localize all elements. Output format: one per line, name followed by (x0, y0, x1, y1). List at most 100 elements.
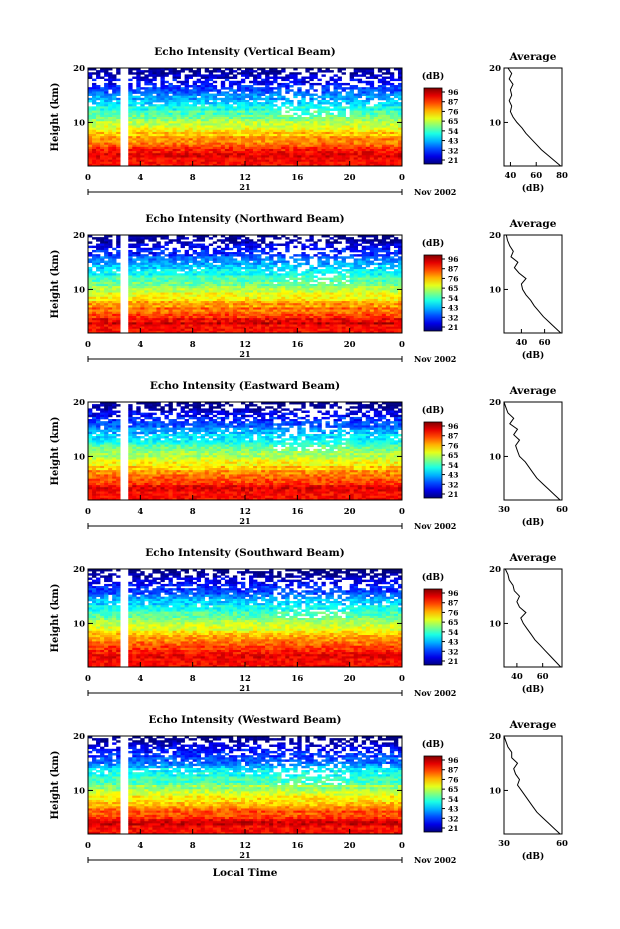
heatmap-cell (184, 273, 189, 276)
heatmap-cell (88, 296, 93, 300)
heatmap-cell (269, 142, 274, 145)
heatmap-cell (261, 258, 266, 261)
heatmap-cell (180, 258, 185, 261)
heatmap-cell (281, 292, 286, 295)
heatmap-cell (389, 144, 395, 148)
heatmap-cell (293, 235, 298, 238)
heatmap-cell (208, 262, 214, 266)
heatmap-cell (281, 243, 286, 246)
heatmap-cell (132, 161, 137, 165)
heatmap-cell (220, 275, 226, 278)
heatmap-cell (100, 288, 105, 291)
heatmap-cell (293, 134, 298, 137)
heatmap-cell (224, 279, 230, 283)
heatmap-cell (172, 123, 177, 126)
heatmap-cell (377, 110, 383, 114)
heatmap-cell (321, 91, 326, 94)
heatmap-cell (265, 256, 270, 259)
heatmap-cell (265, 235, 270, 238)
heatmap-cell (325, 163, 330, 167)
heatmap-cell (188, 136, 193, 139)
heatmap-cell (100, 129, 105, 133)
heatmap-cell (176, 163, 181, 167)
heatmap-cell (184, 288, 189, 291)
heatmap-cell (188, 241, 193, 244)
heatmap-cell (152, 119, 157, 122)
heatmap-cell (393, 281, 399, 285)
heatmap-cell (184, 151, 189, 154)
heatmap-cell (269, 292, 274, 295)
heatmap-cell (112, 74, 117, 77)
heatmap-cell (200, 249, 206, 253)
heatmap-cell (148, 131, 153, 135)
heatmap-cell (196, 99, 202, 103)
heatmap-cell (228, 148, 234, 152)
heatmap-cell (377, 155, 383, 158)
heatmap-cell (192, 138, 197, 141)
heatmap-cell (168, 252, 173, 255)
heatmap-cell (377, 296, 383, 300)
heatmap-cell (236, 151, 242, 154)
heatmap-cell (100, 127, 105, 131)
heatmap-cell (385, 277, 391, 281)
heatmap-cell (104, 114, 109, 118)
heatmap-cell (200, 119, 206, 122)
heatmap-cell (164, 80, 169, 84)
heatmap-cell (164, 140, 169, 143)
heatmap-cell (192, 91, 197, 94)
heatmap-cell (269, 281, 274, 285)
heatmap-cell (381, 256, 387, 259)
heatmap-cell (261, 125, 266, 128)
heatmap-cell (116, 249, 121, 253)
heatmap-cell (164, 108, 169, 111)
heatmap-cell (317, 119, 322, 122)
heatmap-cell (180, 241, 185, 244)
heatmap-cell (369, 260, 375, 263)
heatmap-cell (385, 142, 391, 145)
heatmap-cell (196, 262, 202, 266)
heatmap-cell (208, 102, 214, 105)
heatmap-cell (224, 138, 230, 141)
heatmap-cell (160, 286, 165, 289)
heatmap-cell (160, 153, 165, 156)
heatmap-cell (261, 140, 266, 143)
heatmap-cell (212, 80, 218, 84)
heatmap-cell (96, 131, 101, 135)
heatmap-cell (309, 117, 314, 120)
heatmap-cell (152, 159, 157, 163)
heatmap-cell (313, 121, 318, 124)
heatmap-cell (297, 144, 302, 148)
heatmap-cell (357, 151, 363, 154)
heatmap-cell (164, 281, 169, 285)
heatmap-cell (232, 108, 238, 111)
heatmap-cell (321, 153, 326, 156)
heatmap-cell (232, 243, 238, 246)
heatmap-cell (285, 125, 290, 128)
heatmap-cell (381, 239, 387, 242)
heatmap-cell (116, 91, 121, 94)
heatmap-cell (88, 281, 93, 285)
heatmap-cell (100, 281, 105, 285)
heatmap-cell (305, 163, 310, 167)
heatmap-cell (357, 148, 363, 152)
heatmap-cell (196, 294, 202, 298)
heatmap-cell (232, 264, 238, 268)
heatmap-cell (249, 70, 254, 73)
heatmap-cell (385, 108, 391, 111)
heatmap-cell (397, 275, 403, 278)
heatmap-cell (365, 93, 371, 96)
heatmap-cell (361, 155, 367, 158)
heatmap-cell (369, 136, 375, 139)
heatmap-cell (144, 266, 149, 270)
heatmap-cell (224, 142, 230, 145)
heatmap-cell (269, 262, 274, 266)
heatmap-cell (317, 95, 322, 99)
heatmap-cell (180, 161, 185, 165)
heatmap-cell (353, 114, 359, 118)
heatmap-cell (369, 95, 375, 99)
heatmap-cell (132, 277, 137, 281)
heatmap-cell (373, 294, 379, 298)
heatmap-cell (313, 89, 318, 92)
heatmap-cell (116, 144, 121, 148)
heatmap-cell (200, 275, 206, 278)
